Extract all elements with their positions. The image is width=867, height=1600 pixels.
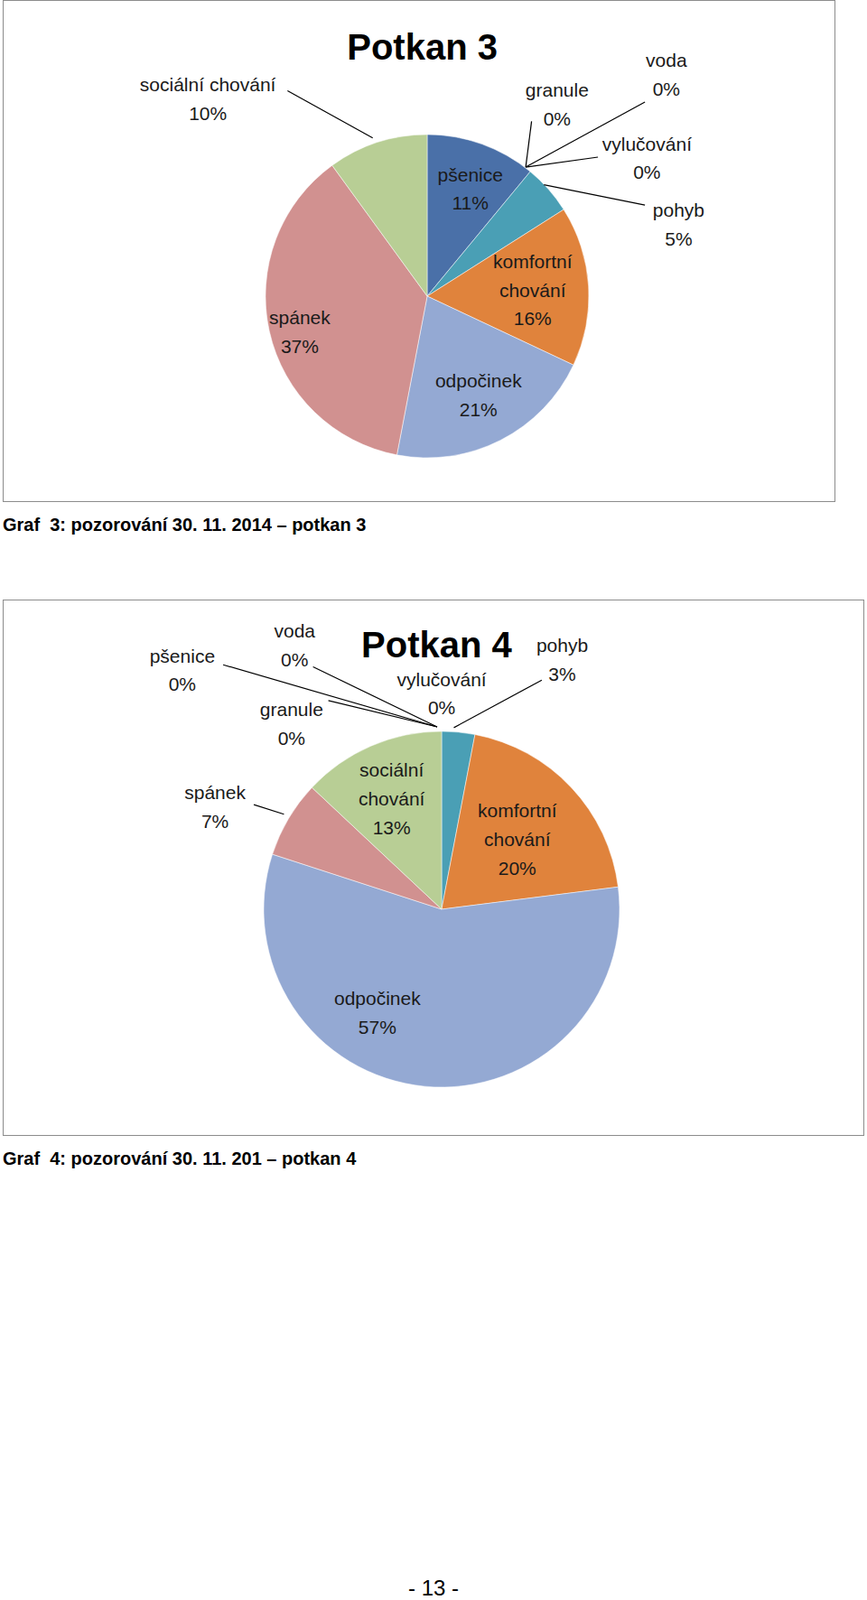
svg-text:0%: 0%: [633, 161, 661, 183]
svg-text:komfortní: komfortní: [493, 251, 573, 272]
svg-text:pohyb: pohyb: [536, 634, 588, 656]
svg-text:pšenice: pšenice: [438, 164, 504, 186]
svg-text:57%: 57%: [358, 1016, 397, 1038]
svg-text:0%: 0%: [278, 727, 306, 749]
svg-text:chování: chování: [358, 788, 426, 810]
svg-text:16%: 16%: [513, 307, 552, 329]
svg-text:10%: 10%: [188, 102, 227, 124]
svg-text:pšenice: pšenice: [149, 645, 215, 667]
svg-text:spánek: spánek: [269, 307, 331, 328]
svg-text:sociální: sociální: [359, 759, 424, 781]
svg-text:granule: granule: [525, 79, 589, 101]
svg-text:komfortní: komfortní: [477, 800, 558, 821]
html-text:Graf 4: pozorování 30. 11. 201: Graf 4: pozorování 30. 11. 201 – potkan …: [2, 1148, 357, 1169]
svg-text:21%: 21%: [459, 399, 498, 420]
svg-text:Potkan 3: Potkan 3: [346, 27, 498, 67]
svg-text:20%: 20%: [498, 857, 537, 879]
svg-text:0%: 0%: [543, 108, 571, 130]
svg-text:vylučování: vylučování: [396, 669, 486, 690]
svg-text:granule: granule: [260, 699, 324, 720]
svg-text:0%: 0%: [280, 649, 308, 671]
svg-text:13%: 13%: [372, 817, 411, 839]
svg-text:0%: 0%: [428, 697, 456, 718]
svg-text:7%: 7%: [201, 811, 229, 832]
svg-text:spánek: spánek: [184, 782, 246, 803]
svg-text:odpočinek: odpočinek: [435, 370, 523, 392]
html-text:Graf 3: pozorování 30. 11. 201: Graf 3: pozorování 30. 11. 2014 – potkan…: [2, 514, 367, 535]
svg-text:voda: voda: [645, 49, 688, 71]
svg-text:5%: 5%: [664, 228, 692, 250]
svg-text:3%: 3%: [548, 663, 576, 685]
html-text:- 13 -: - 13 -: [408, 1575, 459, 1600]
svg-text:11%: 11%: [452, 192, 489, 214]
svg-text:voda: voda: [273, 620, 316, 642]
svg-text:odpočinek: odpočinek: [334, 988, 421, 1009]
svg-text:0%: 0%: [168, 673, 196, 695]
svg-text:37%: 37%: [280, 335, 319, 357]
svg-text:0%: 0%: [652, 78, 681, 100]
svg-text:vylučování: vylučování: [602, 133, 692, 155]
svg-text:Potkan 4: Potkan 4: [361, 624, 513, 665]
svg-text:pohyb: pohyb: [652, 199, 705, 221]
svg-text:sociální chování: sociální chování: [139, 74, 277, 95]
svg-text:chování: chování: [499, 279, 567, 301]
svg-text:chování: chování: [484, 829, 551, 850]
